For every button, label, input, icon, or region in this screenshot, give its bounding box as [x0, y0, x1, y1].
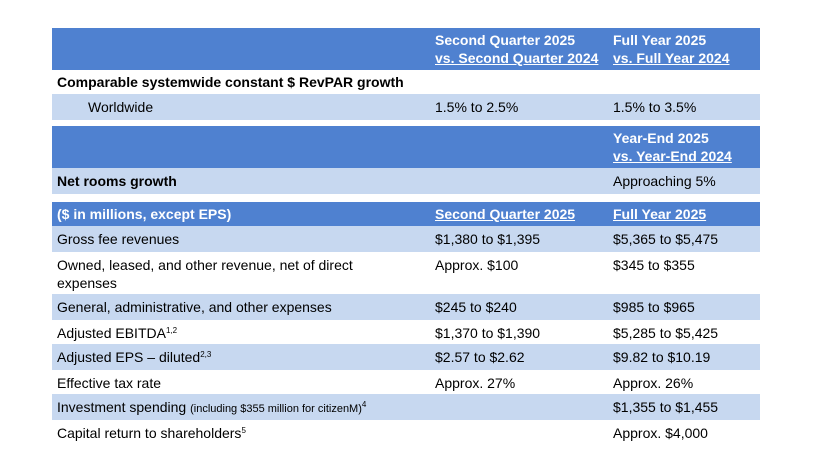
owned-leased-label: Owned, leased, and other revenue, net of… [52, 256, 430, 292]
owned-leased-q2: Approx. $100 [435, 257, 519, 273]
invest-label-cell: Investment spending (including $355 mill… [52, 398, 608, 418]
header-row-year-end: Year-End 2025 vs. Year-End 2024 [52, 126, 760, 168]
header-q2-line1: Second Quarter 2025 [435, 32, 576, 48]
revpar-title: Comparable systemwide constant $ RevPAR … [57, 74, 404, 90]
eps-q2: $2.57 to $2.62 [435, 349, 525, 365]
capital-fy: Approx. $4,000 [613, 425, 708, 441]
invest-note: (including $355 million for citizenM) [190, 403, 362, 415]
ga-q2: $245 to $240 [435, 299, 517, 315]
header-second-quarter: Second Quarter 2025 [435, 206, 576, 222]
eps-label-cell: Adjusted EPS – diluted2,3 [52, 348, 430, 366]
net-rooms-label: Net rooms growth [57, 173, 177, 189]
tax-q2: Approx. 27% [435, 375, 516, 391]
worldwide-fy-value: 1.5% to 3.5% [613, 99, 697, 115]
capital-footnote: 5 [241, 426, 246, 435]
table-row: Adjusted EPS – diluted2,3 $2.57 to $2.62… [52, 344, 760, 370]
gross-fee-fy: $5,365 to $5,475 [613, 231, 719, 247]
invest-fy: $1,355 to $1,455 [613, 399, 719, 415]
eps-fy: $9.82 to $10.19 [613, 349, 711, 365]
header-row-quarter-year: Second Quarter 2025 vs. Second Quarter 2… [52, 28, 760, 70]
table-row: General, administrative, and other expen… [52, 294, 760, 320]
ebitda-label: Adjusted EBITDA [57, 325, 166, 341]
capital-label: Capital return to shareholders [57, 425, 242, 441]
eps-label: Adjusted EPS – diluted [57, 349, 201, 365]
worldwide-label: Worldwide [88, 99, 154, 115]
ebitda-footnote: 1,2 [165, 326, 178, 335]
gross-fee-label: Gross fee revenues [57, 231, 180, 247]
owned-leased-label-line2: expenses [57, 275, 117, 291]
table-row: Effective tax rate Approx. 27% Approx. 2… [52, 370, 760, 394]
header-year-end-line2: vs. Year-End 2024 [613, 148, 732, 164]
tax-label: Effective tax rate [57, 375, 162, 391]
table-row: Owned, leased, and other revenue, net of… [52, 252, 760, 294]
worldwide-q2-value: 1.5% to 2.5% [435, 99, 519, 115]
ebitda-q2: $1,370 to $1,390 [435, 325, 541, 341]
header-q2-line2: vs. Second Quarter 2024 [435, 50, 599, 66]
header-fy-line2: vs. Full Year 2024 [613, 50, 730, 66]
invest-label: Investment spending [57, 399, 191, 415]
header-q2-vs-q2: Second Quarter 2025 vs. Second Quarter 2… [430, 31, 608, 67]
ebitda-label-cell: Adjusted EBITDA1,2 [52, 324, 430, 342]
header-row-financials: ($ in millions, except EPS) Second Quart… [52, 202, 760, 226]
worldwide-row: Worldwide 1.5% to 2.5% 1.5% to 3.5% [52, 94, 760, 120]
owned-leased-fy: $345 to $355 [613, 257, 695, 273]
header-fy-line1: Full Year 2025 [613, 32, 707, 48]
header-year-end: Year-End 2025 vs. Year-End 2024 [608, 129, 760, 165]
header-year-end-line1: Year-End 2025 [613, 130, 709, 146]
tax-fy: Approx. 26% [613, 375, 694, 391]
table-row: Adjusted EBITDA1,2 $1,370 to $1,390 $5,2… [52, 320, 760, 344]
invest-footnote: 4 [361, 400, 367, 409]
net-rooms-row: Net rooms growth Approaching 5% [52, 168, 760, 194]
eps-footnote: 2,3 [200, 350, 212, 359]
table-row: Gross fee revenues $1,380 to $1,395 $5,3… [52, 226, 760, 252]
ga-label: General, administrative, and other expen… [57, 299, 332, 315]
owned-leased-label-line1: Owned, leased, and other revenue, net of… [57, 257, 353, 273]
table-row: Capital return to shareholders5 Approx. … [52, 420, 760, 444]
net-rooms-value: Approaching 5% [613, 173, 716, 189]
header-units: ($ in millions, except EPS) [57, 206, 232, 222]
gross-fee-q2: $1,380 to $1,395 [435, 231, 541, 247]
header-fy-vs-fy: Full Year 2025 vs. Full Year 2024 [608, 31, 760, 67]
header-full-year: Full Year 2025 [613, 206, 707, 222]
ebitda-fy: $5,285 to $5,425 [613, 325, 719, 341]
revpar-title-row: Comparable systemwide constant $ RevPAR … [52, 70, 760, 94]
capital-label-cell: Capital return to shareholders5 [52, 424, 430, 442]
table-row: Investment spending (including $355 mill… [52, 394, 760, 420]
ga-fy: $985 to $965 [613, 299, 695, 315]
